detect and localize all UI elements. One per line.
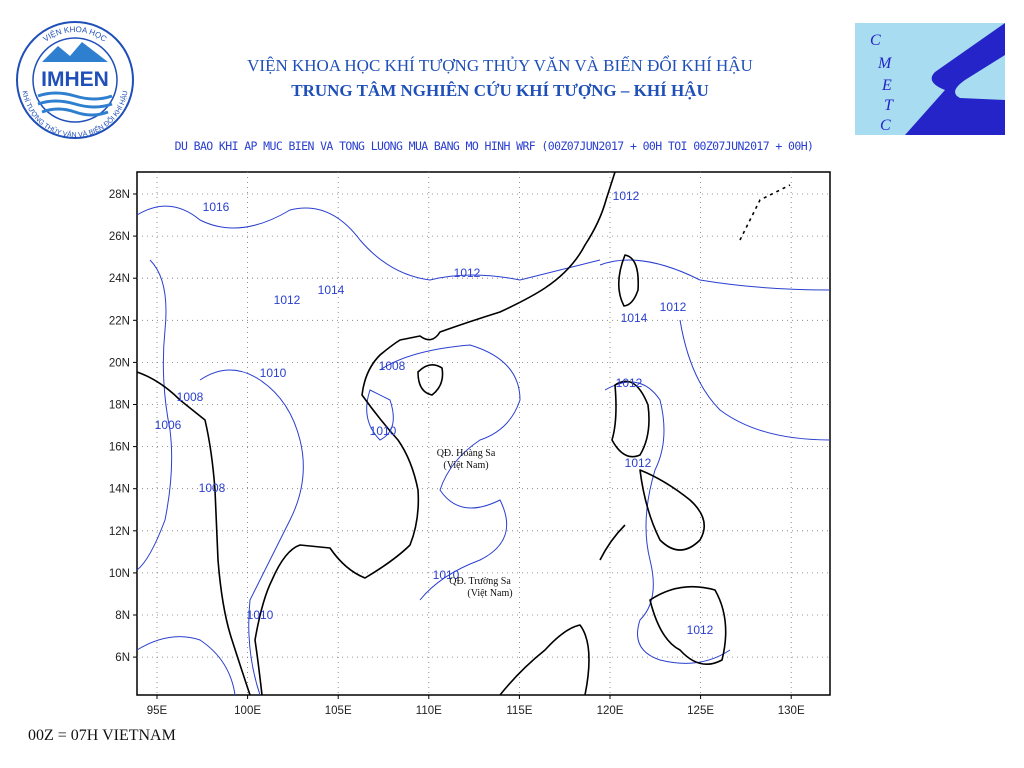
island <box>617 254 640 307</box>
contour-label: 1016 <box>203 200 230 214</box>
contour-label: 1012 <box>274 293 301 307</box>
axis-labels: 28N 26N 24N 22N 20N 18N 16N 14N 12N 10N 8N 6N 95E 100… <box>109 189 805 717</box>
contour-label: 1012 <box>625 456 652 470</box>
contour-label: 1010 <box>433 568 460 582</box>
contour-label: 1012 <box>660 300 687 314</box>
isobar <box>136 636 236 696</box>
annotation: QĐ. Hoàng Sa <box>437 448 496 459</box>
lon-label: 115E <box>506 705 532 717</box>
contour-label: 1010 <box>370 424 397 438</box>
contour-label: 1008 <box>177 390 204 404</box>
lat-label: 28N <box>109 189 130 201</box>
lat-label: 24N <box>109 273 130 285</box>
isobar <box>136 205 601 281</box>
lon-label: 110E <box>416 705 442 717</box>
isobar <box>366 389 394 441</box>
lat-label: 22N <box>109 315 130 327</box>
isobars <box>136 205 831 696</box>
map: 1016 1014 1012 1012 1012 1012 1014 1008 … <box>109 171 831 717</box>
isobar <box>604 381 731 664</box>
island <box>611 380 650 458</box>
map-frame <box>136 171 831 696</box>
annotation: (Việt Nam) <box>467 588 512 599</box>
logo-letters: C M E T C <box>870 32 894 134</box>
lon-label: 95E <box>147 705 168 717</box>
contour-label: 1012 <box>613 189 640 203</box>
coastline <box>136 371 251 696</box>
logo-s <box>905 23 1005 135</box>
isobar <box>379 344 521 601</box>
contour-label: 1012 <box>687 623 714 637</box>
lat-label: 18N <box>109 400 130 412</box>
logo-mountain <box>42 42 108 62</box>
annotation: (Việt Nam) <box>443 460 488 471</box>
contour-label: 1006 <box>155 418 182 432</box>
island <box>417 364 444 396</box>
lon-label: 105E <box>325 705 352 717</box>
isobar <box>199 369 304 696</box>
header-subtitle: TRUNG TÂM NGHIÊN CỨU KHÍ TƯỢNG – KHÍ HẬU <box>291 81 708 100</box>
lat-label: 16N <box>109 442 130 454</box>
contour-label: 1008 <box>199 481 226 495</box>
contour-label: 1014 <box>318 283 345 297</box>
footer: 00Z = 07H VIETNAM <box>28 727 176 744</box>
contour-label: 1008 <box>379 359 406 373</box>
annotations: QĐ. Hoàng Sa (Việt Nam) QĐ. Trường Sa (V… <box>437 448 513 599</box>
coastline <box>254 171 616 696</box>
island <box>739 184 791 241</box>
logo-letter: C <box>870 32 881 49</box>
logo-letter: C <box>880 117 891 134</box>
contour-label: 1014 <box>621 311 648 325</box>
lat-label: 20N <box>109 357 130 369</box>
logo-letter: E <box>881 77 892 94</box>
imhen-logo: IMHEN VIỆN KHOA HỌC KHÍ TƯỢNG THỦY VĂN V… <box>16 21 134 139</box>
lon-label: 120E <box>597 705 624 717</box>
logo-waves <box>37 91 113 117</box>
annotation: QĐ. Trường Sa <box>449 576 511 587</box>
logo-name: IMHEN <box>41 68 109 91</box>
lat-label: 10N <box>109 568 130 580</box>
lon-label: 125E <box>687 705 714 717</box>
isobar <box>599 259 831 291</box>
lat-label: 6N <box>115 652 130 664</box>
lat-label: 26N <box>109 231 130 243</box>
isobar <box>679 319 831 441</box>
lon-label: 100E <box>234 705 261 717</box>
lon-label: 130E <box>778 705 805 717</box>
contour-label: 1012 <box>616 376 643 390</box>
logo-letter: M <box>877 55 893 72</box>
island <box>649 585 727 666</box>
contour-label: 1010 <box>247 608 274 622</box>
island <box>639 469 706 551</box>
graticule <box>137 172 830 695</box>
coastline <box>499 624 590 696</box>
lat-label: 8N <box>115 610 130 622</box>
contour-label: 1012 <box>454 266 481 280</box>
cmetc-logo: C M E T C <box>855 23 1005 135</box>
lat-label: 12N <box>109 526 130 538</box>
isobar <box>136 259 173 571</box>
lat-label: 14N <box>109 484 130 496</box>
island <box>599 524 626 561</box>
contour-labels: 1016 1014 1012 1012 1012 1012 1014 1008 … <box>155 189 714 637</box>
logo-letter: T <box>884 97 894 114</box>
contour-label: 1010 <box>260 366 287 380</box>
coastlines <box>136 171 791 696</box>
map-title: DU BAO KHI AP MUC BIEN VA TONG LUONG MUA… <box>175 139 814 153</box>
header-title: VIỆN KHOA HỌC KHÍ TƯỢNG THỦY VĂN VÀ BIẾN… <box>247 55 753 75</box>
